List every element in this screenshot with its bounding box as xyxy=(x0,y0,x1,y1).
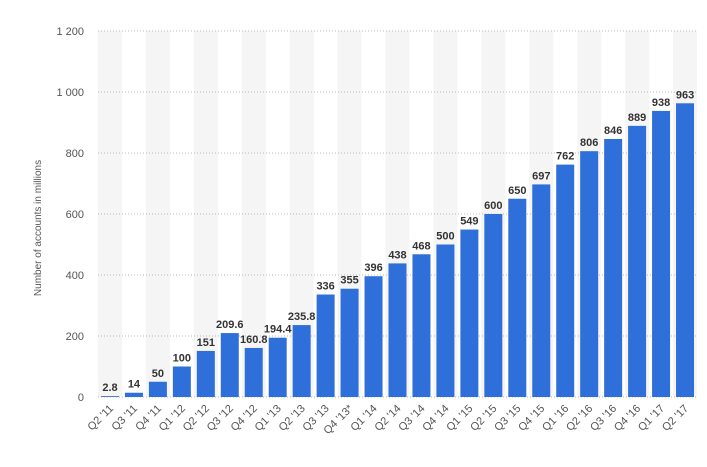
background-band xyxy=(98,31,122,397)
data-label: 50 xyxy=(152,368,164,380)
data-label: 600 xyxy=(484,200,502,212)
data-label: 697 xyxy=(532,170,550,182)
bar[interactable] xyxy=(484,214,503,397)
bar[interactable] xyxy=(316,294,335,397)
bar[interactable] xyxy=(172,366,191,398)
data-label: 438 xyxy=(388,249,406,261)
x-tick-label: Q2 '17 xyxy=(660,403,691,434)
y-tick-label: 200 xyxy=(66,331,84,343)
data-label: 963 xyxy=(676,89,694,101)
background-band xyxy=(289,31,314,397)
y-tick-label: 800 xyxy=(66,148,84,160)
y-tick-label: 1 200 xyxy=(56,26,84,38)
background-band xyxy=(193,31,218,397)
data-label: 938 xyxy=(652,97,670,109)
bar[interactable] xyxy=(340,288,359,397)
y-tick-label: 600 xyxy=(66,209,84,221)
bar[interactable] xyxy=(604,138,623,397)
bar[interactable] xyxy=(652,110,671,397)
y-axis: 0 200 400 600 800 1 000 1 200 xyxy=(56,26,84,404)
y-axis-label: Number of accounts in millions xyxy=(33,160,44,296)
bar[interactable] xyxy=(580,151,599,397)
bar[interactable] xyxy=(532,184,551,397)
bar[interactable] xyxy=(388,263,407,397)
data-label: 100 xyxy=(173,353,191,365)
bar[interactable] xyxy=(220,333,239,397)
data-label: 209.6 xyxy=(216,319,244,331)
data-label: 355 xyxy=(340,275,358,287)
data-label: 846 xyxy=(604,125,622,137)
bar[interactable] xyxy=(100,396,119,397)
bar[interactable] xyxy=(364,276,383,397)
bar[interactable] xyxy=(460,229,479,397)
bar[interactable] xyxy=(148,381,167,397)
bar[interactable] xyxy=(412,254,431,397)
bar[interactable] xyxy=(436,244,455,398)
bars xyxy=(100,103,695,398)
data-label: 336 xyxy=(316,281,334,293)
y-tick-label: 0 xyxy=(78,392,84,404)
bar[interactable] xyxy=(244,347,263,397)
data-label: 194.4 xyxy=(264,324,292,336)
data-label: 889 xyxy=(628,112,646,124)
background-band xyxy=(241,31,266,397)
bar[interactable] xyxy=(124,392,143,397)
bar[interactable] xyxy=(292,325,311,397)
data-label: 14 xyxy=(128,379,141,391)
data-label: 396 xyxy=(364,262,382,274)
data-label: 650 xyxy=(508,185,526,197)
data-label: 2.8 xyxy=(102,382,117,394)
data-label: 468 xyxy=(412,240,430,252)
data-label: 549 xyxy=(460,216,478,228)
data-label: 500 xyxy=(436,231,454,243)
bar[interactable] xyxy=(508,198,527,397)
y-tick-label: 400 xyxy=(66,270,84,282)
bar[interactable] xyxy=(628,125,647,397)
background-band xyxy=(145,31,170,397)
data-label: 235.8 xyxy=(288,311,316,323)
y-tick-label: 1 000 xyxy=(56,87,84,99)
bar[interactable] xyxy=(676,103,695,397)
bar[interactable] xyxy=(268,337,287,397)
x-tick-label: Q2 '11 xyxy=(86,403,117,434)
data-label: 151 xyxy=(197,337,215,349)
bar[interactable] xyxy=(556,164,575,397)
bar[interactable] xyxy=(196,350,215,397)
data-label: 806 xyxy=(580,137,598,149)
data-label: 762 xyxy=(556,151,574,163)
data-label: 160.8 xyxy=(240,334,268,346)
x-tick-label: Q3 '11 xyxy=(109,403,140,434)
